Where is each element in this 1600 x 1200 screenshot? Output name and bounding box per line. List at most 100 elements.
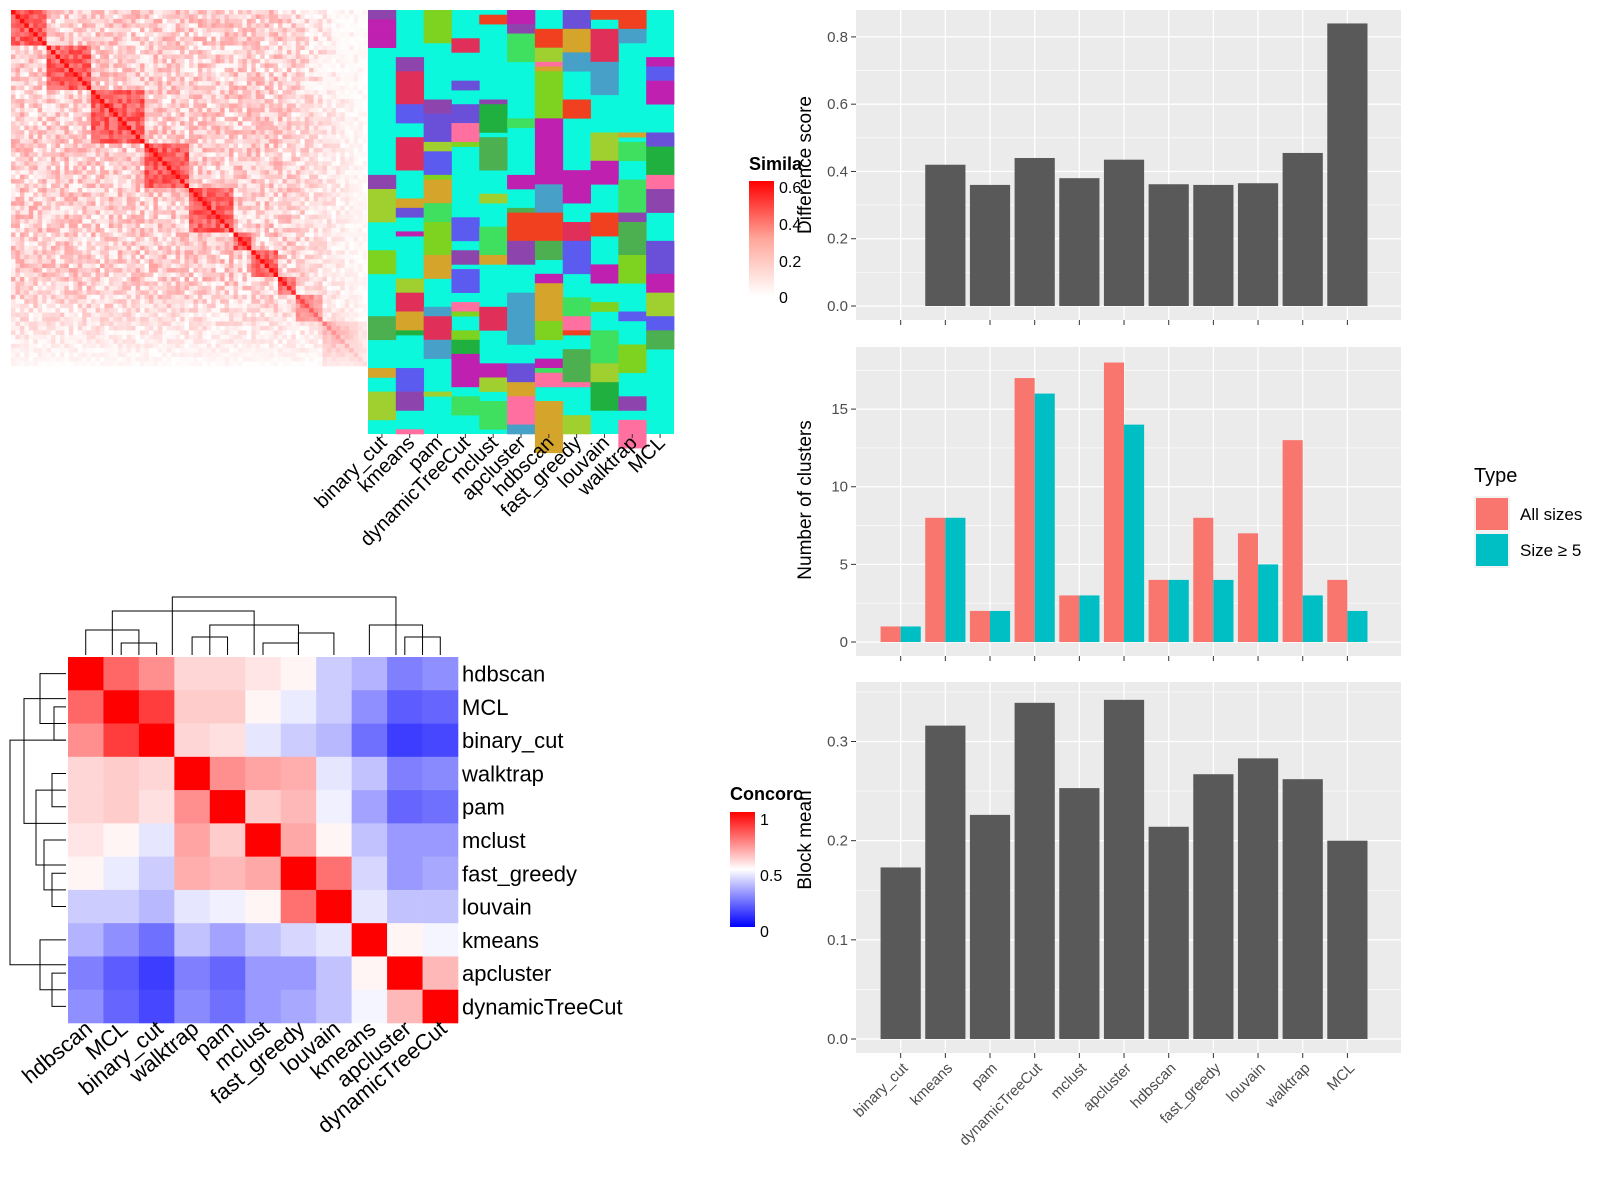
similarity-cell [197,277,203,282]
similarity-cell [326,170,332,175]
similarity-cell [64,134,70,140]
similarity-cell [309,210,314,215]
similarity-cell [126,179,132,184]
similarity-cell [193,23,199,29]
similarity-cell [255,179,261,184]
similarity-cell [184,188,190,193]
similarity-cell [15,152,21,158]
similarity-cell [331,219,337,224]
similarity-cell [189,201,194,207]
similarity-cell [246,165,252,171]
similarity-cell [135,179,141,184]
similarity-cell [224,103,230,109]
similarity-cell [140,45,145,51]
similarity-cell [166,50,172,55]
similarity-cell [86,232,92,238]
similarity-cell [237,72,243,78]
similarity-cell [309,58,314,64]
similarity-cell [273,245,279,251]
similarity-cell [246,205,252,211]
similarity-cell [33,112,38,118]
similarity-cell [344,236,350,242]
similarity-cell [264,192,270,198]
similarity-cell [246,174,252,180]
similarity-cell [86,90,92,95]
similarity-cell [340,23,346,29]
similarity-cell [211,254,216,260]
similarity-cell [157,183,163,189]
similarity-cell [282,107,288,113]
similarity-cell [344,223,350,229]
similarity-cell [153,10,159,15]
similarity-cell [211,196,216,202]
similarity-cell [242,205,248,211]
similarity-cell [77,188,83,193]
similarity-cell [108,134,114,140]
similarity-cell [220,130,225,135]
similarity-cell [269,232,274,238]
similarity-cell [100,210,105,215]
similarity-cell [251,10,257,15]
similarity-cell [255,121,261,126]
similarity-cell [166,99,172,104]
similarity-cell [86,27,92,33]
similarity-cell [166,116,172,122]
similarity-cell [331,58,337,64]
similarity-cell [206,143,212,149]
similarity-cell [68,63,74,69]
similarity-cell [122,196,127,202]
similarity-cell [55,130,61,135]
similarity-cell [46,81,52,86]
similarity-cell [220,72,225,78]
similarity-cell [100,277,105,282]
similarity-cell [264,236,270,242]
similarity-cell [162,125,168,131]
similarity-cell [108,210,114,215]
similarity-cell [68,85,74,91]
similarity-cell [28,94,34,100]
similarity-cell [91,76,96,82]
similarity-cell [73,50,79,55]
similarity-cell [86,250,92,256]
similarity-cell [166,130,172,135]
similarity-cell [73,23,79,29]
similarity-cell [255,41,261,46]
similarity-cell [193,214,199,220]
similarity-cell [237,10,243,15]
similarity-cell [291,10,297,15]
similarity-cell [273,210,279,215]
similarity-cell [295,143,301,149]
similarity-cell [37,285,43,291]
similarity-cell [15,165,21,171]
similarity-cell [242,241,248,247]
similarity-cell [180,205,185,211]
similarity-cell [131,170,136,175]
similarity-cell [46,192,52,198]
similarity-cell [331,259,337,264]
similarity-cell [68,90,74,95]
similarity-cell [55,156,61,162]
similarity-cell [246,214,252,220]
similarity-cell [255,272,261,278]
similarity-cell [282,112,288,118]
similarity-cell [362,10,368,15]
similarity-cell [335,245,341,251]
similarity-cell [282,192,288,198]
similarity-cell [193,183,199,189]
similarity-cell [33,250,38,256]
similarity-cell [358,139,363,144]
similarity-cell [220,54,225,60]
similarity-cell [59,121,65,126]
similarity-cell [304,112,310,118]
similarity-cell [286,90,292,95]
similarity-cell [335,277,341,282]
similarity-cell [193,188,199,193]
similarity-cell [362,14,368,20]
similarity-cell [68,268,74,273]
similarity-cell [162,152,168,158]
similarity-cell [353,81,359,86]
similarity-cell [153,90,159,95]
similarity-cell [55,165,61,171]
similarity-cell [131,99,136,104]
similarity-cell [255,223,261,229]
